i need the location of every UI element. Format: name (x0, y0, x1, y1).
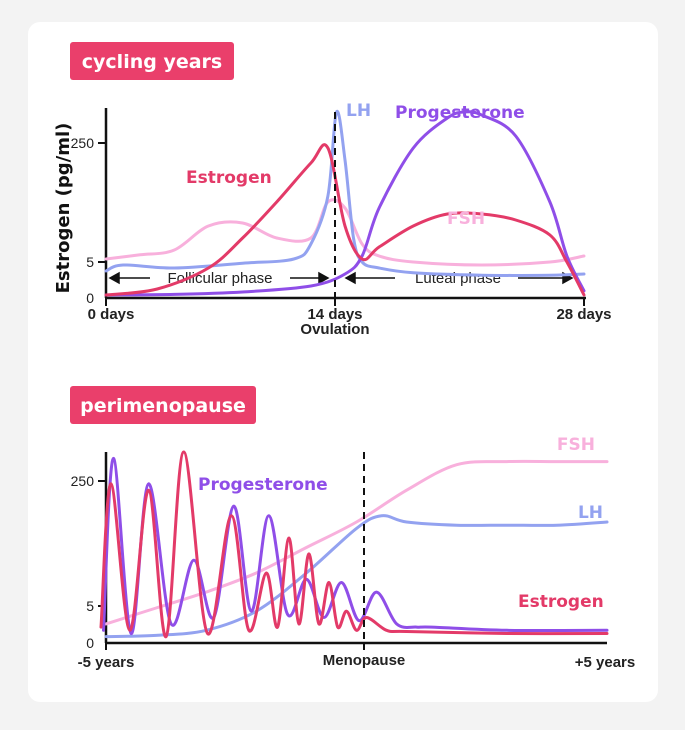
bottom-y-tick-250: 250 (71, 473, 95, 489)
ovulation-label: Ovulation (300, 321, 369, 338)
bottom-fsh-curve (104, 459, 609, 626)
top-progesterone-curve (104, 110, 586, 297)
top-fsh-label: FSH (447, 209, 485, 229)
top-x-tick-14: 14 days (307, 306, 362, 323)
cycling-years-badge (70, 42, 234, 80)
top-y-tick-250: 250 (71, 135, 95, 151)
top-lh-label: LH (346, 101, 371, 121)
top-chart-series (104, 109, 586, 297)
top-y-tick-0: 0 (86, 290, 94, 306)
perimenopause-badge (70, 386, 256, 424)
top-progesterone-label: Progesterone (395, 103, 525, 123)
bottom-estrogen-curve (99, 450, 609, 639)
bottom-x-tick-minus5: -5 years (78, 654, 135, 671)
bottom-y-tick-5: 5 (86, 598, 94, 614)
top-x-tick-0: 0 days (88, 306, 135, 323)
top-fsh-curve (104, 198, 586, 267)
bottom-fsh-label: FSH (557, 435, 595, 455)
follicular-phase-label: Follicular phase (167, 270, 272, 287)
perimenopause-title: perimenopause (80, 395, 246, 417)
bottom-progesterone-label: Progesterone (198, 475, 328, 495)
top-estrogen-curve (104, 143, 586, 297)
bottom-lh-label: LH (578, 503, 603, 523)
top-y-axis-title: Estrogen (pg/ml) (53, 123, 74, 294)
cycling-years-title: cycling years (82, 51, 222, 73)
bottom-y-tick-0: 0 (86, 635, 94, 651)
top-y-tick-5: 5 (86, 254, 94, 270)
top-x-tick-28: 28 days (556, 306, 611, 323)
top-chart-axes (98, 108, 586, 306)
bottom-x-tick-plus5: +5 years (575, 654, 635, 671)
top-lh-curve (104, 109, 586, 277)
follicular-phase-arrow (108, 271, 330, 285)
bottom-lh-curve (104, 514, 609, 639)
bottom-estrogen-label: Estrogen (518, 592, 604, 612)
bottom-chart-series (99, 450, 609, 639)
menopause-label: Menopause (323, 652, 406, 669)
top-estrogen-label: Estrogen (186, 168, 272, 188)
